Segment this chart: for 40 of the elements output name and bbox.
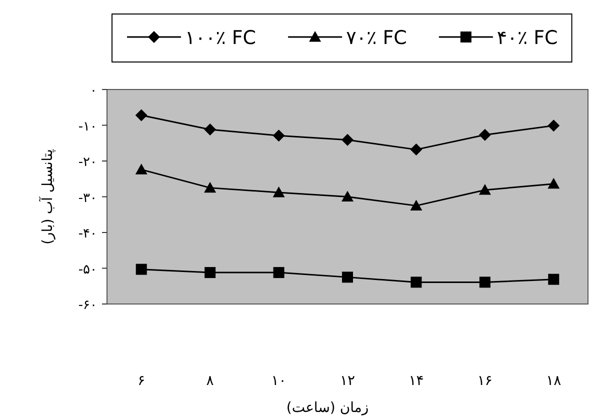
point [548,274,560,285]
point [204,124,216,136]
x-tick-label: ۱۲ [340,373,356,389]
y-tick-label: -۴۰ [78,226,97,242]
y-tick-label: -۲۰ [78,155,97,170]
y-tick-label: -۵۰ [78,262,97,278]
legend-label: ۴۰٪ FC [496,27,558,49]
point [272,186,285,198]
x-axis-title: زمان (ساعت) [286,400,369,416]
point [135,109,148,122]
x-tick-label: ۱۰ [271,373,286,389]
point [410,144,422,156]
point [204,267,216,278]
x-tick-label: ۱۸ [546,373,562,389]
x-tick-label: ۶ [138,373,146,389]
point [136,264,147,275]
x-tick-label: ۱۶ [477,373,492,389]
y-tick-label: ۰ [90,84,97,98]
y-axis-title: پتانسیل آب (بار) [38,148,56,244]
point [342,190,354,202]
point [478,184,491,195]
legend-label: ۱۰۰٪ FC [185,27,256,49]
point [548,178,560,189]
legend-label: ۷۰٪ FC [346,27,407,49]
point [548,120,560,132]
point [479,276,490,288]
point [135,164,148,174]
y-tick-label: -۳۰ [78,190,97,206]
point [342,272,353,283]
x-tick-label: ۸ [206,373,214,389]
point [410,200,422,210]
y-tick-label: -۶۰ [78,298,97,313]
point [342,134,354,146]
x-tick-label: ۱۴ [408,373,424,389]
point [410,276,422,288]
point [204,182,216,193]
point [273,267,284,278]
point [272,130,285,142]
y-tick-label: -۱۰ [78,119,97,134]
point [478,128,491,141]
